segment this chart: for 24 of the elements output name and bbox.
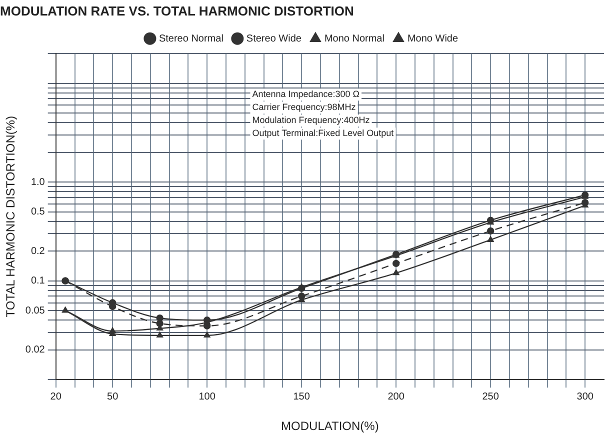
y-tick-label: 1.0 bbox=[30, 176, 46, 188]
x-tick-label: 300 bbox=[576, 391, 594, 402]
annotation: Modulation Frequency:400Hz bbox=[252, 115, 370, 126]
x-tick-label: 50 bbox=[107, 391, 119, 402]
y-tick-label: 0.02 bbox=[25, 344, 46, 356]
x-axis-title: MODULATION(%) bbox=[281, 419, 379, 434]
annotation: Antenna Impedance:300 Ω bbox=[252, 89, 360, 100]
y-tick-label: 0.1 bbox=[30, 276, 46, 287]
x-tick-label: 20 bbox=[50, 391, 62, 402]
x-tick-label: 100 bbox=[198, 391, 216, 402]
x-tick-label: 250 bbox=[482, 391, 500, 402]
annotation: Output Terminal:Fixed Level Output bbox=[252, 128, 394, 138]
annotation: Carrier Frequency:98MHz bbox=[252, 102, 356, 112]
legend-label: Mono Wide bbox=[407, 33, 458, 44]
legend-label: Stereo Normal bbox=[158, 33, 224, 44]
legend-label: Stereo Wide bbox=[246, 33, 302, 44]
y-tick-label: 0.05 bbox=[25, 305, 46, 316]
chart-title: MODULATION RATE VS. TOTAL HARMONIC DISTORTION bbox=[0, 3, 354, 18]
y-tick-label: 0.2 bbox=[30, 246, 46, 257]
y-axis-title: TOTAL HARMONIC DISTORTION(%) bbox=[4, 116, 18, 318]
y-tick-label: 0.5 bbox=[30, 206, 46, 218]
legend-label: Mono Normal bbox=[324, 33, 384, 44]
x-tick-label: 200 bbox=[388, 391, 405, 402]
x-tick-label: 150 bbox=[293, 391, 310, 402]
